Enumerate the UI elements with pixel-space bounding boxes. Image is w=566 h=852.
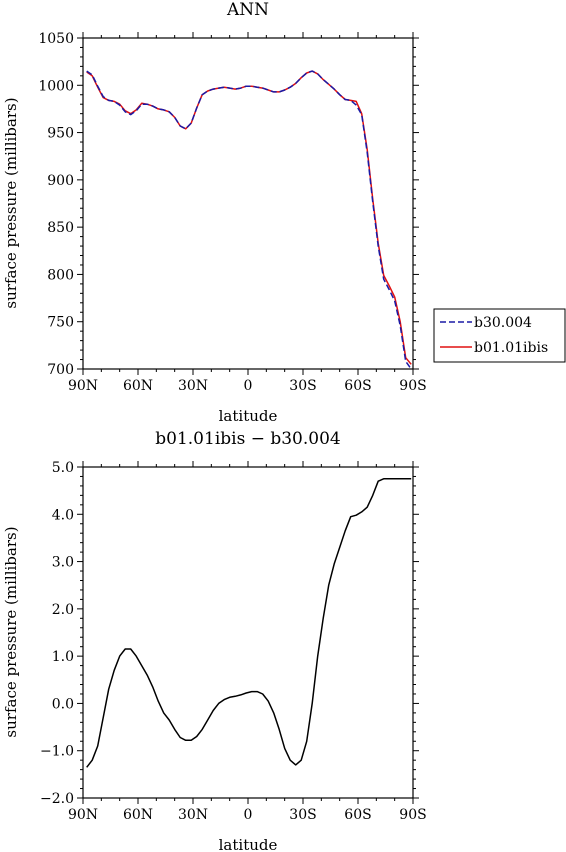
bottom-series-line-0 bbox=[86, 478, 412, 768]
top-ticks bbox=[77, 32, 419, 375]
top-xtick-label: 90N bbox=[68, 378, 98, 394]
top-xtick-label: 30N bbox=[178, 378, 208, 394]
top-series-line-1 bbox=[86, 70, 412, 365]
bottom-y-tick-labels: −2.0 −1.0 0.0 1.0 2.0 3.0 4.0 5.0 bbox=[40, 460, 74, 807]
top-series-line-0 bbox=[86, 70, 412, 370]
top-ytick-label: 700 bbox=[47, 362, 74, 378]
top-xtick-label: 60N bbox=[123, 378, 153, 394]
bottom-xtick-label: 90S bbox=[399, 807, 426, 823]
top-y-tick-labels: 700 750 800 850 900 950 1000 1050 bbox=[38, 31, 74, 378]
bottom-xtick-label: 60N bbox=[123, 807, 153, 823]
legend-box bbox=[433, 308, 566, 363]
bottom-ytick-label: 2.0 bbox=[52, 602, 74, 618]
top-ytick-label: 950 bbox=[47, 126, 74, 142]
bottom-plot-frame bbox=[82, 466, 414, 799]
top-panel: ANN 90N 60N 30N 0 30S 60S 90S 700 750 800 850 900 9… bbox=[2, 0, 566, 425]
top-xtick-label: 90S bbox=[399, 378, 426, 394]
bottom-ytick-label: 1.0 bbox=[52, 649, 74, 665]
top-x-axis-label: latitude bbox=[219, 407, 278, 425]
bottom-x-tick-labels: 90N 60N 30N 0 30S 60S 90S bbox=[68, 807, 427, 823]
top-ytick-label: 1050 bbox=[38, 31, 74, 47]
top-xtick-label: 60S bbox=[344, 378, 371, 394]
bottom-series-group bbox=[86, 478, 412, 768]
bottom-ytick-label: 4.0 bbox=[52, 507, 74, 523]
bottom-title: b01.01ibis − b30.004 bbox=[155, 429, 340, 449]
top-ytick-label: 850 bbox=[47, 220, 74, 236]
bottom-ytick-label: −2.0 bbox=[40, 791, 74, 807]
bottom-y-axis-label: surface pressure (millibars) bbox=[2, 526, 20, 737]
bottom-ytick-label: 3.0 bbox=[52, 555, 74, 571]
top-x-tick-labels: 90N 60N 30N 0 30S 60S 90S bbox=[68, 378, 427, 394]
bottom-xtick-label: 30N bbox=[178, 807, 208, 823]
legend: b30.004 b01.01ibis bbox=[433, 308, 566, 363]
bottom-x-axis-label: latitude bbox=[219, 836, 278, 852]
top-series-group bbox=[86, 70, 412, 370]
top-plot-frame bbox=[82, 37, 414, 370]
top-ytick-label: 900 bbox=[47, 173, 74, 189]
bottom-ytick-label: 5.0 bbox=[52, 460, 74, 476]
bottom-panel: b01.01ibis − b30.004 90N 60N 30N 0 30S 60S 90S… bbox=[2, 429, 427, 852]
bottom-xtick-label: 90N bbox=[68, 807, 98, 823]
top-ytick-label: 1000 bbox=[38, 78, 74, 94]
bottom-ticks bbox=[77, 461, 419, 804]
bottom-xtick-label: 0 bbox=[244, 807, 253, 823]
bottom-xtick-label: 60S bbox=[344, 807, 371, 823]
top-ytick-label: 750 bbox=[47, 315, 74, 331]
bottom-ytick-label: −1.0 bbox=[40, 744, 74, 760]
top-xtick-label: 0 bbox=[244, 378, 253, 394]
top-ytick-label: 800 bbox=[47, 267, 74, 283]
top-title: ANN bbox=[226, 0, 269, 20]
bottom-xtick-label: 30S bbox=[289, 807, 316, 823]
top-xtick-label: 30S bbox=[289, 378, 316, 394]
legend-label-b30: b30.004 bbox=[474, 315, 532, 331]
top-y-axis-label: surface pressure (millibars) bbox=[2, 97, 20, 308]
bottom-ytick-label: 0.0 bbox=[52, 696, 74, 712]
legend-label-b01: b01.01ibis bbox=[474, 340, 548, 356]
